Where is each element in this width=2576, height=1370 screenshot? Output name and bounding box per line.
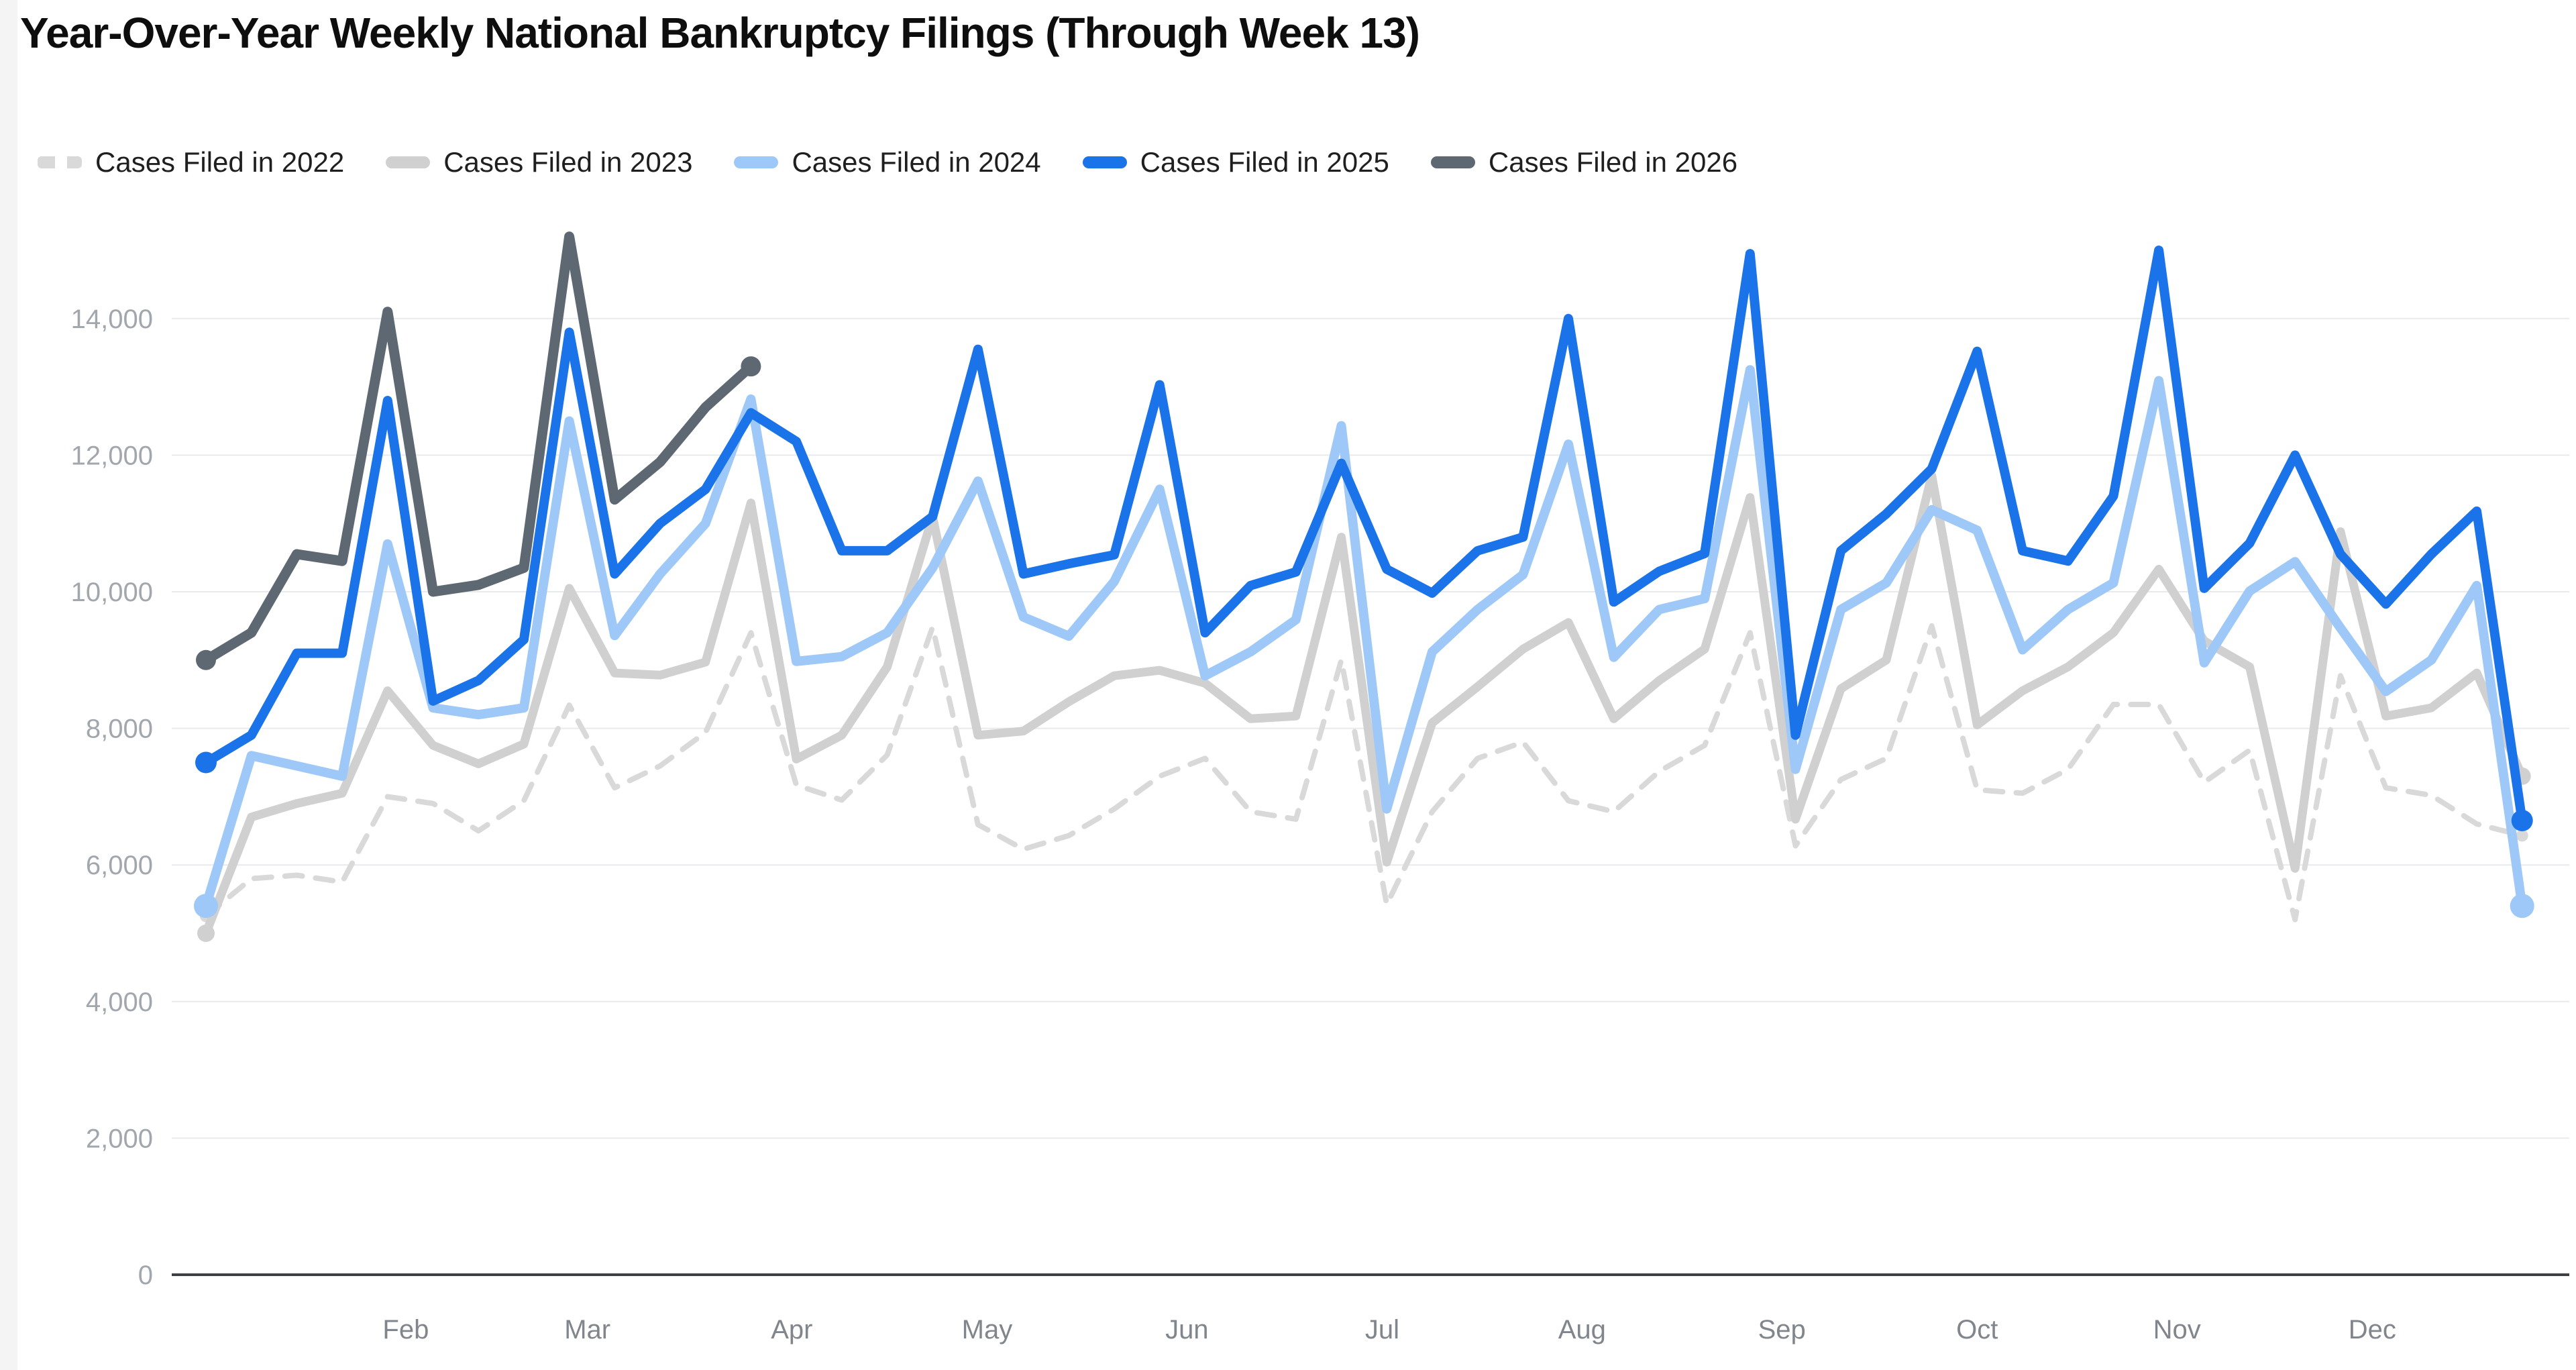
y-tick-6000: 6,000 [86,851,153,880]
y-tick-14000: 14,000 [71,305,153,334]
legend-label-2025: Cases Filed in 2025 [1140,146,1389,178]
series-line-2026[interactable] [201,231,756,666]
legend-item-2022[interactable]: Cases Filed in 2022 [38,146,344,178]
legend-item-2025[interactable]: Cases Filed in 2025 [1082,146,1389,178]
x-tick-jun: Jun [1165,1315,1209,1345]
legend-swatch-2025 [1082,156,1127,168]
x-tick-sep: Sep [1758,1315,1806,1345]
y-tick-2000: 2,000 [86,1124,153,1153]
series-2025-start-dot[interactable] [195,751,217,774]
legend-swatch-2023 [386,156,431,168]
x-tick-may: May [962,1315,1013,1345]
series-line-2024[interactable] [201,365,2527,911]
legend-label-2023: Cases Filed in 2023 [443,146,693,178]
y-tick-4000: 4,000 [86,988,153,1017]
series-line-2022[interactable] [203,623,2525,923]
series-2025-end-dot[interactable] [2511,810,2533,831]
series-line-2023[interactable] [201,471,2527,938]
x-tick-dec: Dec [2349,1315,2396,1345]
x-tick-jul: Jul [1365,1315,1399,1345]
x-tick-oct: Oct [1956,1315,1998,1345]
legend-item-2023[interactable]: Cases Filed in 2023 [386,146,692,178]
x-axis-labels: Feb Mar Apr May Jun Jul Aug Sep Oct Nov Dec [382,1315,2396,1345]
legend-label-2024: Cases Filed in 2024 [792,146,1041,178]
legend-swatch-2026 [1430,156,1475,168]
series-line-2025[interactable] [201,246,2527,825]
series-2023-start-dot[interactable] [197,925,215,942]
chart-legend: Cases Filed in 2022 Cases Filed in 2023 Ca… [38,146,1737,178]
x-tick-mar: Mar [564,1315,610,1345]
series-2026-end-dot[interactable] [741,356,761,377]
y-tick-12000: 12,000 [71,441,153,470]
series-2026-start-dot[interactable] [196,649,216,670]
legend-item-2024[interactable]: Cases Filed in 2024 [734,146,1041,178]
legend-swatch-2024 [734,156,779,168]
legend-swatch-2022 [38,156,82,168]
x-tick-feb: Feb [382,1315,429,1345]
y-tick-0: 0 [138,1261,153,1290]
screenshot-left-margin [0,0,17,1370]
legend-label-2026: Cases Filed in 2026 [1488,146,1738,178]
x-tick-nov: Nov [2153,1315,2201,1345]
series-2022-end-dot[interactable] [2516,829,2528,842]
series-2024-end-dot[interactable] [2510,894,2534,918]
legend-label-2022: Cases Filed in 2022 [95,146,345,178]
legend-item-2026[interactable]: Cases Filed in 2026 [1430,146,1738,178]
x-tick-apr: Apr [771,1315,812,1345]
series-lines [194,231,2534,942]
y-axis-labels: 0 2,000 4,000 6,000 8,000 10,000 12,000 14,000 [71,305,153,1290]
chart-title: Year-Over-Year Weekly National Bankruptc… [20,9,1420,57]
gridlines [172,317,2569,1276]
y-tick-8000: 8,000 [86,715,153,744]
series-2024-start-dot[interactable] [194,894,218,918]
y-tick-10000: 10,000 [71,578,153,607]
x-tick-aug: Aug [1558,1315,1606,1345]
